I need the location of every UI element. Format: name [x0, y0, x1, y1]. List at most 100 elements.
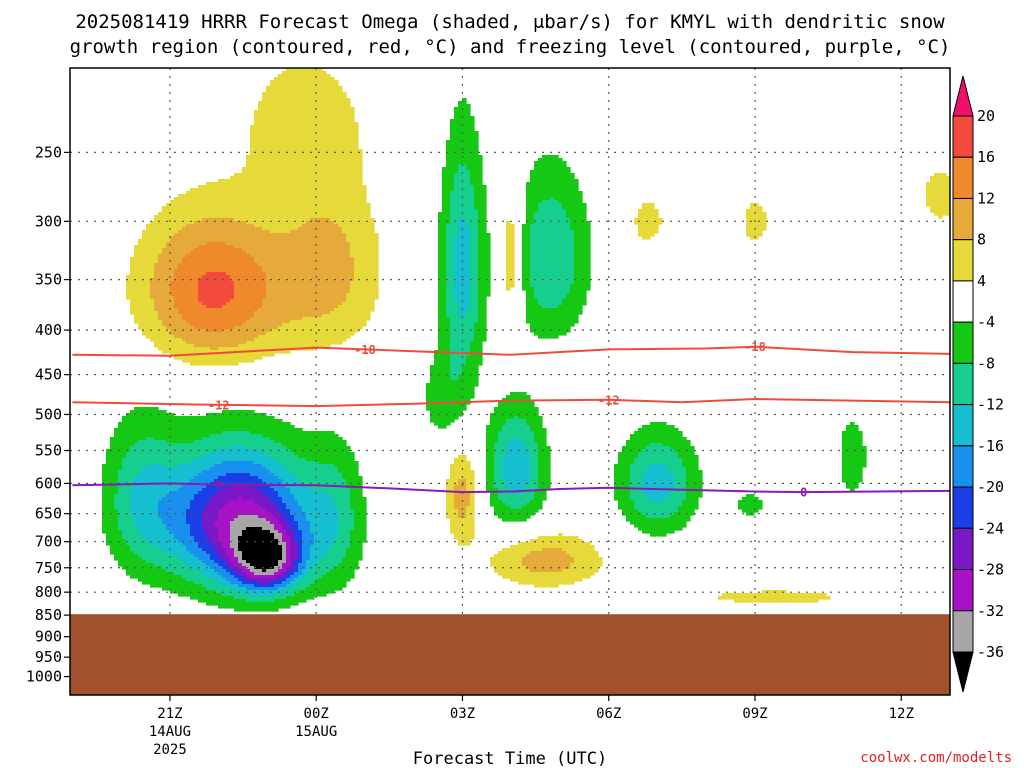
omega-cell [302, 533, 315, 537]
omega-cell [454, 281, 471, 285]
omega-cell [266, 281, 351, 285]
omega-cell [346, 482, 363, 486]
omega-cell [506, 242, 515, 246]
omega-cell [470, 182, 483, 186]
omega-cell [354, 260, 379, 264]
omega-cell [278, 563, 283, 567]
omega-cell [122, 461, 191, 465]
omega-cell [738, 503, 763, 507]
omega-cell [278, 461, 319, 465]
omega-cell [454, 494, 471, 498]
omega-cell [486, 437, 499, 441]
omega-cell [458, 377, 479, 381]
omega-cell [354, 266, 379, 270]
omega-cell [438, 215, 451, 219]
omega-cell [286, 548, 291, 552]
omega-cell [282, 551, 287, 555]
omega-cell [442, 167, 459, 171]
omega-cell [442, 173, 455, 177]
omega-cell [502, 470, 531, 474]
omega-cell [270, 485, 287, 489]
omega-cell [130, 509, 159, 513]
omega-cell [202, 437, 271, 441]
omega-cell [446, 146, 479, 150]
omega-cell [446, 149, 479, 153]
omega-cell [450, 350, 471, 354]
omega-cell [470, 272, 479, 276]
omega-cell [574, 266, 591, 270]
omega-cell [574, 272, 591, 276]
omega-cell [310, 545, 331, 549]
omega-cell [530, 425, 543, 429]
omega-cell [234, 608, 279, 612]
omega-cell [494, 443, 507, 447]
omega-cell [446, 284, 455, 288]
omega-cell [654, 500, 663, 504]
omega-cell [102, 476, 119, 480]
omega-cell [522, 236, 531, 240]
omega-cell [466, 218, 479, 222]
omega-cell [230, 485, 251, 489]
omega-cell [262, 95, 347, 99]
omega-cell [102, 479, 119, 483]
omega-cell [278, 539, 283, 543]
omega-cell [186, 518, 203, 522]
omega-cell [274, 77, 335, 81]
omega-cell [338, 521, 355, 525]
omega-cell [102, 506, 115, 510]
omega-cell [102, 467, 123, 471]
omega-cell [234, 596, 287, 600]
omega-cell [574, 248, 591, 252]
omega-cell [270, 500, 283, 504]
omega-cell [230, 278, 267, 282]
omega-cell [458, 230, 471, 234]
omega-cell [538, 449, 551, 453]
omega-cell [538, 443, 547, 447]
colorbar-label: -12 [977, 396, 1004, 414]
omega-cell [474, 200, 487, 204]
omega-cell [150, 287, 171, 291]
omega-cell [314, 536, 335, 540]
omega-cell [286, 557, 291, 561]
omega-cell [282, 545, 287, 549]
omega-cell [254, 116, 355, 120]
omega-cell [286, 542, 291, 546]
terrain-below-surface [70, 614, 950, 695]
omega-cell [350, 497, 367, 501]
contour-label: -18 [354, 343, 376, 357]
omega-cell [494, 554, 527, 558]
omega-cell [158, 314, 183, 318]
omega-cell [490, 500, 503, 504]
omega-cell [842, 464, 867, 468]
omega-cell [190, 524, 203, 528]
omega-cell [678, 455, 699, 459]
omega-cell [522, 227, 531, 231]
omega-cell [350, 530, 367, 534]
omega-cell [530, 257, 575, 261]
omega-cell [526, 200, 543, 204]
omega-cell [198, 185, 367, 189]
omega-cell [734, 599, 819, 603]
omega-cell [242, 530, 271, 534]
omega-cell [538, 473, 551, 477]
omega-cell [226, 503, 259, 507]
omega-cell [326, 551, 347, 555]
omega-cell [338, 524, 355, 528]
omega-cell [486, 476, 495, 480]
omega-cell [450, 128, 475, 132]
omega-cell [750, 206, 763, 210]
omega-cell [446, 161, 483, 165]
omega-cell [210, 566, 223, 570]
omega-cell [650, 464, 667, 468]
omega-cell [222, 584, 239, 588]
omega-cell [438, 230, 447, 234]
omega-cell [306, 221, 335, 225]
omega-cell [470, 236, 479, 240]
omega-cell [486, 473, 495, 477]
omega-cell [622, 446, 647, 450]
omega-cell [302, 536, 315, 540]
omega-cell [206, 602, 299, 606]
omega-cell [498, 494, 535, 498]
omega-cell [114, 431, 223, 435]
omega-cell [286, 518, 295, 522]
